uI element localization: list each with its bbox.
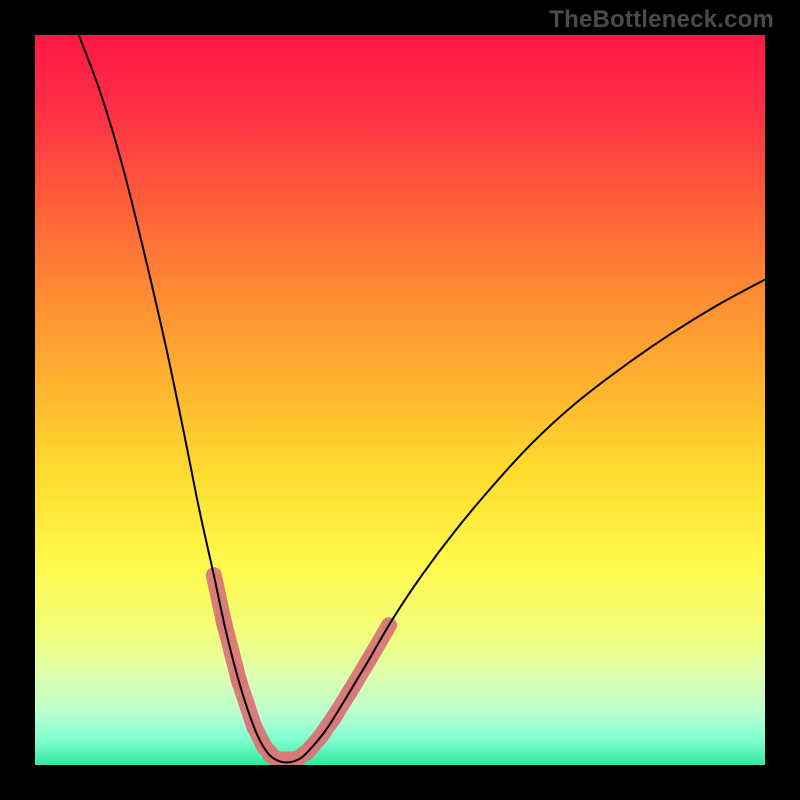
- gradient-background: [35, 35, 765, 765]
- watermark-text: TheBottleneck.com: [549, 6, 774, 34]
- chart-frame: TheBottleneck.com: [0, 0, 800, 800]
- plot-area: [35, 35, 765, 765]
- plot-svg: [35, 35, 765, 765]
